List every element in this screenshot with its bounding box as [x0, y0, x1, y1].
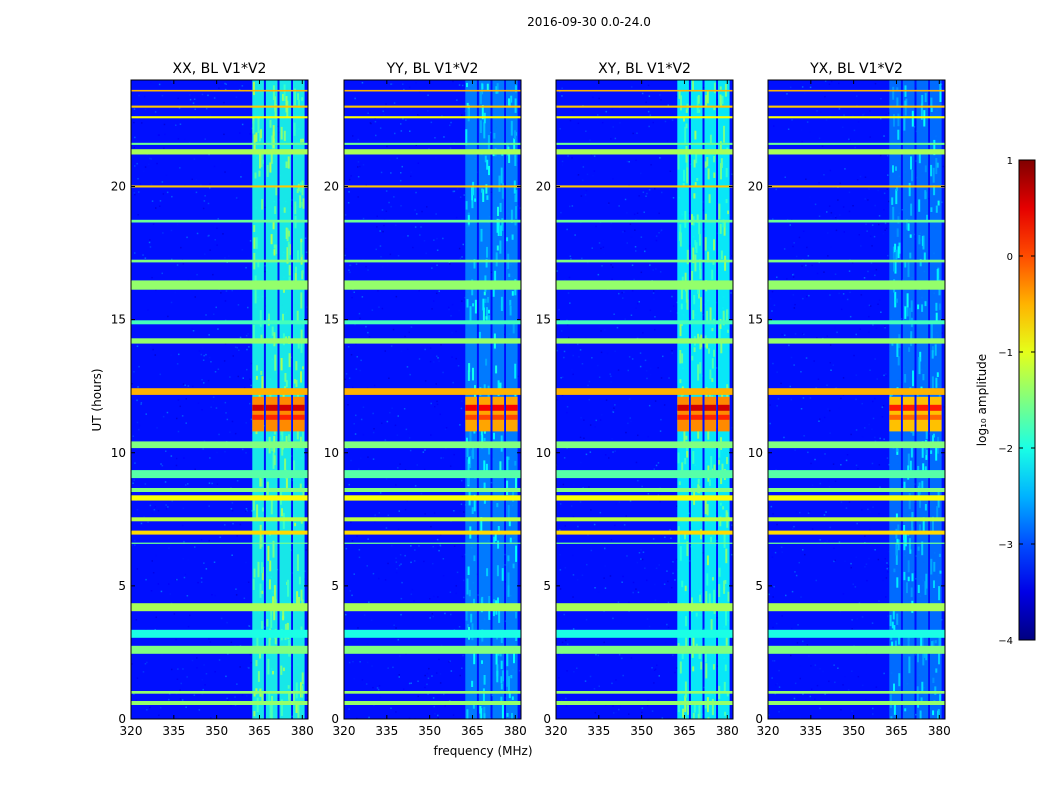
y-tick-label: 0 [543, 712, 551, 726]
y-tick-label: 15 [748, 313, 763, 327]
y-tick-label: 20 [536, 180, 551, 194]
panel-3: XY, BL V1*V2 320 335 350 365 380 0 5 10 15 20 [536, 61, 739, 738]
y-tick-label: 15 [324, 313, 339, 327]
y-tick-label: 0 [331, 712, 339, 726]
colorbar-gradient [1018, 159, 1036, 641]
colorbar-label: log₁₀ amplitude [975, 354, 989, 446]
panel-title: YY, BL V1*V2 [386, 61, 479, 77]
colorbar: 1 0 −1 −2 −3 −4 log₁₀ amplitude [975, 156, 1036, 647]
panel-image [131, 80, 308, 719]
x-tick-label: 380 [504, 724, 527, 738]
panel-frame [130, 79, 309, 720]
y-tick-label: 5 [118, 579, 126, 593]
y-tick-label: 20 [324, 180, 339, 194]
burst-region [677, 396, 730, 432]
x-tick-label: 335 [375, 724, 398, 738]
x-tick-label: 365 [248, 724, 271, 738]
panel-frame [555, 79, 734, 720]
colorbar-tick-label: −1 [998, 348, 1013, 359]
panel-frame [767, 79, 946, 720]
burst-region [465, 396, 518, 432]
rfi-time-lines [344, 89, 521, 705]
panel-image [344, 80, 521, 719]
y-tick-label: 0 [755, 712, 763, 726]
y-tick-label: 5 [543, 579, 551, 593]
x-axis-label: frequency (MHz) [433, 744, 532, 758]
x-tick-label: 320 [333, 724, 356, 738]
rfi-time-lines [768, 89, 945, 705]
colorbar-tick-label: −2 [998, 444, 1013, 455]
panel-1: XX, BL V1*V2 320 335 350 365 380 0 5 10 15 20 [111, 61, 314, 738]
y-tick-label: 15 [536, 313, 551, 327]
y-tick-label: 5 [755, 579, 763, 593]
x-tick-label: 380 [291, 724, 314, 738]
y-axis-label: UT (hours) [90, 368, 104, 431]
colorbar-tick-label: 1 [1007, 156, 1013, 167]
x-tick-label: 350 [630, 724, 653, 738]
panel-4: YX, BL V1*V2 320 335 350 365 380 0 5 10 15 20 [748, 61, 951, 738]
panel-title: YX, BL V1*V2 [809, 61, 903, 77]
burst-region [252, 396, 305, 432]
rfi-time-lines [556, 89, 733, 705]
x-tick-label: 365 [673, 724, 696, 738]
y-tick-label: 10 [324, 446, 339, 460]
colorbar-tick-label: −4 [998, 636, 1013, 647]
x-tick-label: 350 [418, 724, 441, 738]
panel-image [768, 80, 945, 719]
x-tick-label: 350 [205, 724, 228, 738]
colorbar-tick-label: 0 [1007, 252, 1013, 263]
panel-frame [343, 79, 522, 720]
panel-image [556, 80, 733, 719]
y-tick-label: 20 [748, 180, 763, 194]
panel-2: YY, BL V1*V2 320 335 350 365 380 0 5 10 15 20 [324, 61, 527, 738]
y-tick-label: 5 [331, 579, 339, 593]
rfi-time-lines [131, 89, 308, 705]
x-tick-label: 335 [162, 724, 185, 738]
x-tick-label: 350 [842, 724, 865, 738]
x-tick-label: 320 [757, 724, 780, 738]
x-tick-label: 380 [928, 724, 951, 738]
x-tick-label: 365 [461, 724, 484, 738]
y-tick-label: 20 [111, 180, 126, 194]
x-tick-label: 335 [799, 724, 822, 738]
y-tick-label: 0 [118, 712, 126, 726]
panel-title: XY, BL V1*V2 [598, 61, 691, 77]
burst-region [889, 396, 942, 432]
x-tick-label: 380 [716, 724, 739, 738]
colorbar-tick-label: −3 [998, 540, 1013, 551]
x-tick-label: 335 [587, 724, 610, 738]
figure-title: 2016-09-30 0.0-24.0 [527, 15, 651, 29]
y-tick-label: 10 [536, 446, 551, 460]
y-tick-label: 10 [748, 446, 763, 460]
y-tick-label: 15 [111, 313, 126, 327]
x-tick-label: 365 [885, 724, 908, 738]
panel-title: XX, BL V1*V2 [173, 61, 267, 77]
y-tick-label: 10 [111, 446, 126, 460]
x-tick-label: 320 [545, 724, 568, 738]
x-tick-label: 320 [120, 724, 143, 738]
